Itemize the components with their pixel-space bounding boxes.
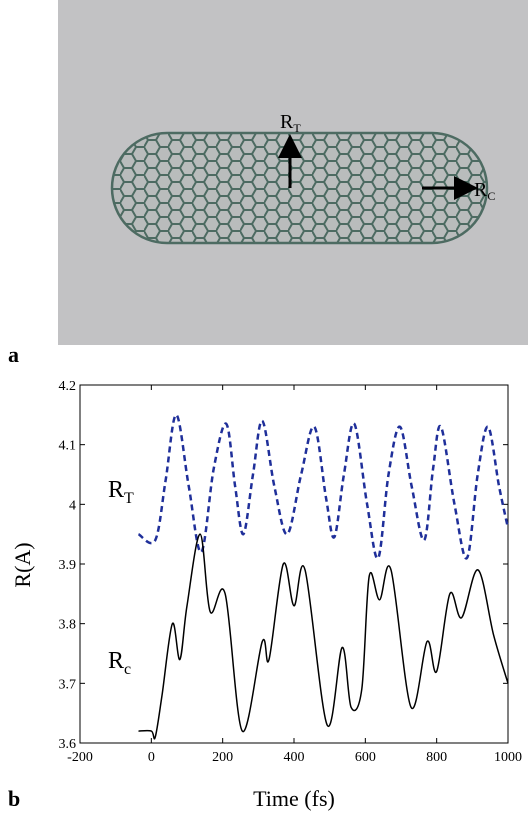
series-label: Rc [108,648,131,678]
line-series [138,534,508,739]
line-series [138,415,508,559]
x-tick-label: 400 [284,750,305,765]
x-tick-label: -200 [67,750,93,765]
x-tick-label: 0 [148,750,155,765]
x-axis-label: Time (fs) [253,786,335,811]
plot-frame [80,385,508,743]
y-axis-label: R(A) [10,542,35,587]
y-tick-label: 4.1 [59,439,77,454]
y-tick-label: 4 [69,498,76,513]
annotation-sub: T [293,121,301,135]
annotation-main: R [280,111,294,133]
series-label-main: R [108,477,124,503]
annotation-sub: C [487,189,495,203]
y-tick-label: 3.7 [59,677,77,692]
series-label-sub: T [124,490,134,507]
x-tick-label: 1000 [494,750,522,765]
panel-label: a [8,342,19,367]
series-label: RT [108,477,134,507]
y-tick-label: 3.8 [59,618,77,633]
x-tick-label: 800 [426,750,447,765]
annotation-main: R [474,179,488,201]
nanotube [112,133,487,243]
y-tick-label: 4.2 [59,379,77,394]
x-tick-label: 600 [355,750,376,765]
x-tick-label: 200 [212,750,233,765]
figure: RT RC a b Time (fs) R(A) -20002004006008… [0,0,528,812]
panel-label: b [8,786,20,811]
y-tick-label: 3.9 [59,558,77,573]
series-label-sub: c [124,661,131,678]
y-tick-label: 3.6 [59,737,77,752]
series-label-main: R [108,648,124,674]
